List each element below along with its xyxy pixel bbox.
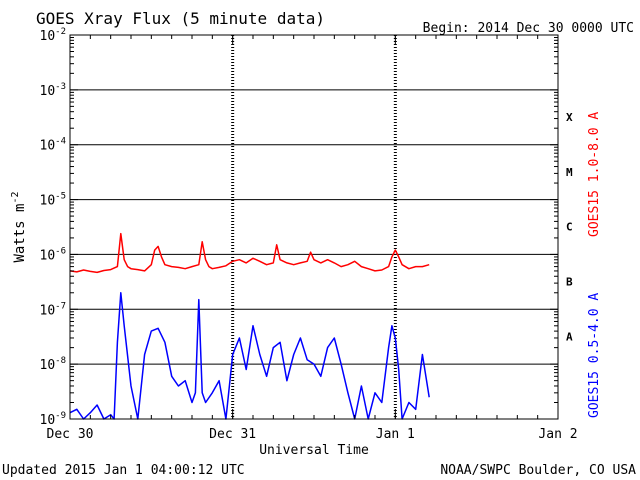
series-lines [69, 232, 430, 420]
y-tick-label: 10-7 [40, 301, 67, 318]
flare-class-label: B [566, 276, 573, 289]
flare-class-label: X [566, 111, 573, 124]
series-line-short-wave [69, 292, 430, 420]
legend-goes15-short: GOES15 0.5-4.0 A [587, 293, 602, 418]
y-axis-label: Watts m-2 [10, 191, 28, 262]
x-axis-label: Universal Time [259, 443, 369, 458]
begin-date: Begin: 2014 Dec 30 0000 UTC [423, 21, 634, 36]
series-line-long-wave [69, 232, 430, 274]
data-source: NOAA/SWPC Boulder, CO USA [440, 463, 636, 478]
flare-class-label: M [566, 166, 573, 179]
flare-class-label: A [566, 330, 573, 343]
y-axis-label-text: Watts m [12, 204, 28, 263]
y-tick-label: 10-8 [40, 356, 67, 373]
axis-ticks: 10-9 10-8 10-7 10-6 10-5 10-4 10-3 10-2 Dec 30 De… [40, 27, 578, 442]
y-tick-label: 10-2 [40, 27, 67, 44]
x-tick-label: Dec 30 [47, 427, 94, 442]
updated-timestamp: Updated 2015 Jan 1 04:00:12 UTC [2, 463, 245, 478]
legend-goes15-long: GOES15 1.0-8.0 A [587, 112, 602, 237]
gridlines [70, 35, 558, 419]
y-tick-label: 10-4 [40, 137, 67, 154]
y-tick-label: 10-6 [40, 246, 67, 263]
y-tick-label: 10-9 [40, 411, 67, 428]
y-tick-label: 10-5 [40, 192, 67, 209]
chart-title: GOES Xray Flux (5 minute data) [36, 9, 325, 28]
y-tick-label: 10-3 [40, 82, 67, 99]
x-tick-label: Jan 2 [538, 427, 577, 442]
x-tick-label: Dec 31 [209, 427, 256, 442]
x-tick-label: Jan 1 [376, 427, 415, 442]
y-axis-label-exponent: -2 [10, 191, 21, 203]
flare-class-label: C [566, 221, 573, 234]
